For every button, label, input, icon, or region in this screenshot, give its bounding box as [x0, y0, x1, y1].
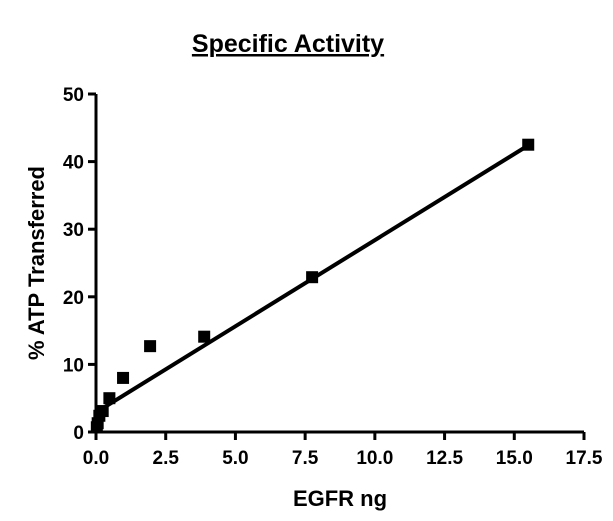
- data-point: [117, 371, 130, 384]
- data-point: [522, 138, 535, 151]
- x-ticks: 0.0 2.5 5.0 7.5 10.0 12.5 15.0 17.5: [83, 432, 603, 469]
- y-tick-label: 0: [73, 423, 84, 444]
- y-tick-label: 40: [63, 153, 84, 174]
- x-axis-label: EGFR ng: [293, 486, 387, 511]
- data-point: [103, 392, 116, 405]
- y-ticks: 0 10 20 30 40 50: [63, 85, 96, 444]
- x-tick-label: 0.0: [83, 448, 109, 469]
- y-axis-label: % ATP Transferred: [24, 166, 49, 360]
- x-tick-label: 12.5: [426, 448, 463, 469]
- x-tick-label: 7.5: [292, 448, 319, 469]
- x-tick-label: 2.5: [153, 448, 180, 469]
- data-point: [198, 330, 211, 343]
- data-point: [306, 271, 319, 284]
- y-tick-label: 20: [63, 288, 84, 309]
- chart-title: Specific Activity: [192, 30, 384, 58]
- data-point: [96, 405, 109, 418]
- data-points: [90, 138, 535, 434]
- data-point: [144, 340, 157, 353]
- y-tick-label: 10: [63, 355, 84, 376]
- y-tick-label: 50: [63, 85, 84, 106]
- x-tick-label: 15.0: [496, 448, 533, 469]
- x-tick-label: 10.0: [356, 448, 393, 469]
- y-tick-label: 30: [63, 220, 84, 241]
- x-tick-label: 5.0: [222, 448, 248, 469]
- plot-area: 0.0 2.5 5.0 7.5 10.0 12.5 15.0 17.5 0 10 20 30 40 50: [63, 85, 603, 469]
- x-tick-label: 17.5: [566, 448, 603, 469]
